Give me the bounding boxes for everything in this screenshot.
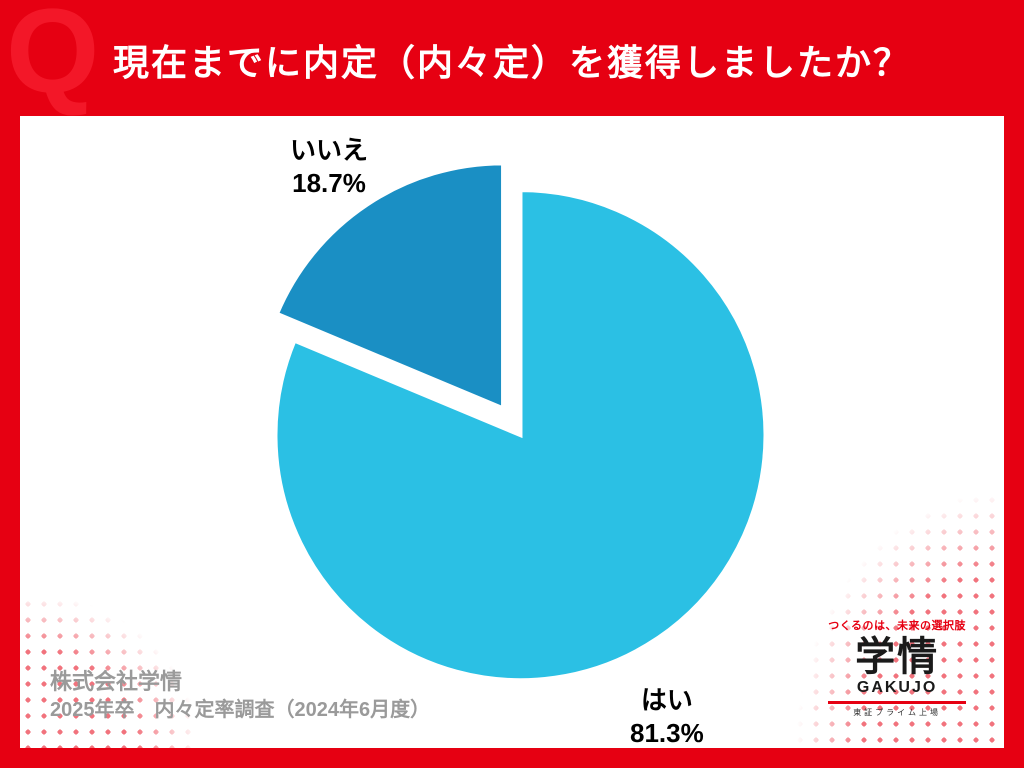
logo-subline: 東証プライム上場: [828, 707, 966, 718]
logo-accent-bar: [828, 701, 966, 704]
chart-card: いいえ 18.7% はい 81.3% 株式会社学情 2025年卒 内々定率調査（…: [20, 116, 1004, 748]
logo-name-en: GAKUJO: [828, 679, 966, 697]
footer-survey: 2025年卒 内々定率調査（2024年6月度）: [50, 697, 430, 724]
slice-name-no: いいえ: [290, 134, 368, 167]
header-bar: Q 現在までに内定（内々定）を獲得しましたか？: [0, 0, 1024, 116]
slice-pct-no: 18.7%: [290, 167, 368, 200]
slice-label-yes: はい 81.3%: [630, 684, 704, 749]
slice-name-yes: はい: [630, 684, 704, 717]
question-title: 現在までに内定（内々定）を獲得しましたか？: [0, 34, 1024, 86]
pie-chart: [252, 162, 772, 682]
slice-label-no: いいえ 18.7%: [290, 134, 368, 199]
logo-tagline: つくるのは、未来の選択肢: [828, 617, 966, 633]
footer-company: 株式会社学情: [50, 667, 430, 697]
slice-pct-yes: 81.3%: [630, 717, 704, 750]
infographic-frame: Q 現在までに内定（内々定）を獲得しましたか？ いいえ 18.7% はい 81.…: [0, 0, 1024, 768]
footer-source: 株式会社学情 2025年卒 内々定率調査（2024年6月度）: [50, 667, 430, 724]
brand-logo: つくるのは、未来の選択肢 学情 GAKUJO 東証プライム上場: [828, 617, 966, 718]
logo-name-jp: 学情: [828, 637, 966, 677]
